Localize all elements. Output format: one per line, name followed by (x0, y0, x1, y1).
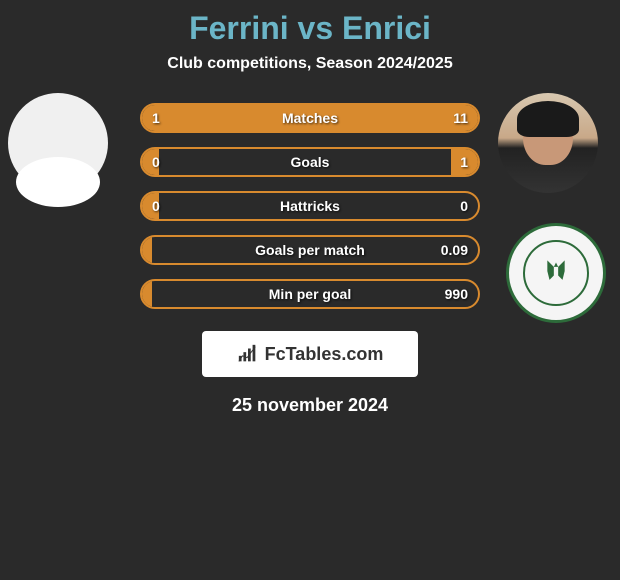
stat-label: Goals per match (142, 237, 478, 263)
player1-name: Ferrini (189, 10, 289, 46)
stat-bar: Goals per match0.09 (140, 235, 480, 265)
stat-label: Matches (142, 105, 478, 131)
stat-value-right: 0.09 (441, 237, 468, 263)
club-logo-ring (523, 240, 589, 306)
stat-value-right: 0 (460, 193, 468, 219)
comparison-card: Ferrini vs Enrici Club competitions, Sea… (0, 0, 620, 416)
date-label: 25 november 2024 (0, 395, 620, 416)
wolf-icon (543, 256, 569, 289)
stat-label: Goals (142, 149, 478, 175)
page-title: Ferrini vs Enrici (0, 10, 620, 47)
stat-bars: 1Matches110Goals10Hattricks0Goals per ma… (140, 103, 480, 309)
player2-name: Enrici (342, 10, 431, 46)
stat-bar: Min per goal990 (140, 279, 480, 309)
player2-club-logo (506, 223, 606, 323)
badge-text: FcTables.com (265, 344, 384, 365)
player2-avatar (498, 93, 598, 193)
stat-value-right: 990 (445, 281, 468, 307)
stat-bar: 0Hattricks0 (140, 191, 480, 221)
stat-label: Hattricks (142, 193, 478, 219)
content-area: 1Matches110Goals10Hattricks0Goals per ma… (0, 103, 620, 416)
vs-label: vs (298, 10, 334, 46)
subtitle: Club competitions, Season 2024/2025 (0, 55, 620, 73)
site-badge: FcTables.com (202, 331, 418, 377)
player1-club-logo (16, 157, 100, 207)
stat-bar: 1Matches11 (140, 103, 480, 133)
stat-value-right: 1 (460, 149, 468, 175)
chart-bars-icon (237, 343, 259, 365)
stat-value-right: 11 (453, 105, 468, 131)
stat-bar: 0Goals1 (140, 147, 480, 177)
stat-label: Min per goal (142, 281, 478, 307)
